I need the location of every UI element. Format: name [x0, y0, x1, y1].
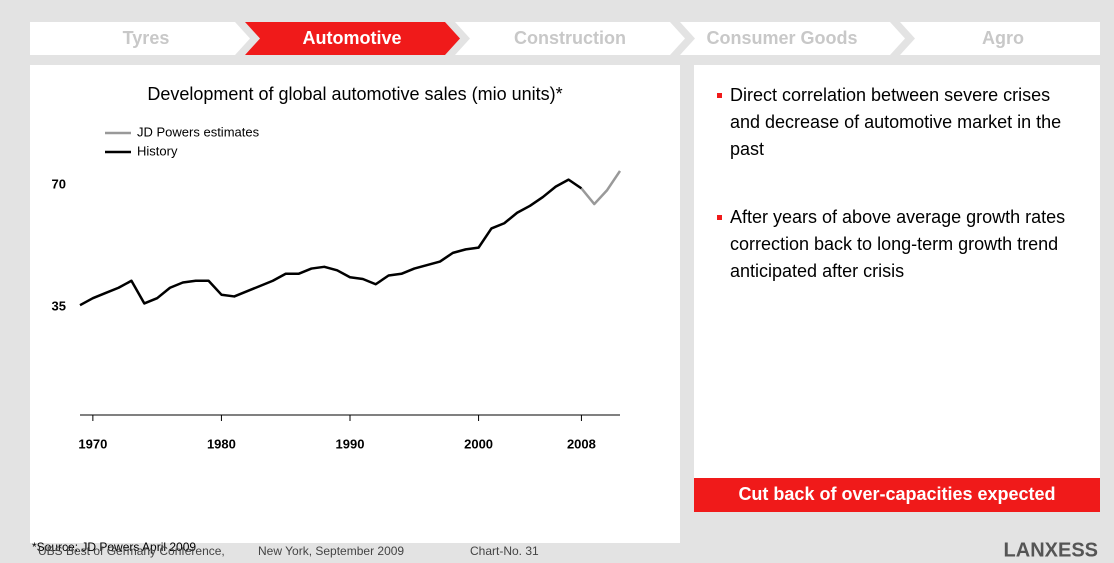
tab-active: Automotive: [303, 28, 402, 48]
footer-place: New York, September 2009: [258, 544, 404, 558]
tab-bg: [455, 22, 685, 55]
bullet: After years of above average growth rate…: [730, 207, 1065, 281]
tab: Construction: [514, 28, 626, 48]
tab-bg: [30, 22, 250, 55]
bullet-marker: [717, 93, 722, 98]
bullet-line: and decrease of automotive market in the: [730, 112, 1061, 132]
conclusion: Cut back of over-capacities expected: [738, 484, 1055, 504]
source: *Source: JD Powers April 2009: [32, 540, 196, 554]
x-tick-label: 1970: [78, 436, 107, 451]
bullet-line: Direct correlation between severe crises: [730, 85, 1050, 105]
series-line: [580, 170, 622, 206]
tab: Agro: [982, 28, 1024, 48]
plot: 35 70 1970 1980 1990 2000 2008 JD Powers estima…: [52, 124, 622, 451]
x-tick-label: 2008: [567, 436, 596, 451]
tab-bg: [900, 22, 1100, 55]
text-panel: [694, 65, 1100, 512]
tab: Consumer Goods: [706, 28, 857, 48]
y-tick-label: 35: [52, 298, 66, 313]
x-tick-label: 2000: [464, 436, 493, 451]
footer-event: UBS Best of Germany Conference,: [38, 544, 225, 558]
tab: Tyres: [123, 28, 170, 48]
y-tick-label: 70: [52, 176, 66, 191]
bullet-marker: [717, 215, 722, 220]
x-tick-label: 1990: [336, 436, 365, 451]
chart-panel: [30, 65, 680, 543]
chart-title: Development of global automotive sales (…: [147, 84, 562, 104]
bullet-line: After years of above average growth rate…: [730, 207, 1065, 227]
footer-chart-no: Chart-No. 31: [470, 544, 539, 558]
series-line: [79, 178, 583, 307]
logo: LANXESS: [1004, 539, 1098, 561]
x-tick-label: 1980: [207, 436, 236, 451]
bullet: Direct correlation between severe crises…: [730, 85, 1061, 159]
tab-bg-active: [245, 22, 460, 55]
tab-bg: [680, 22, 905, 55]
bullet-line: anticipated after crisis: [730, 261, 904, 281]
conclusion-box: [694, 478, 1100, 512]
bullet-line: correction back to long-term growth tren…: [730, 234, 1058, 254]
bullet-line: past: [730, 139, 764, 159]
legend-label: JD Powers estimates: [137, 124, 260, 139]
legend-label: History: [137, 143, 178, 158]
